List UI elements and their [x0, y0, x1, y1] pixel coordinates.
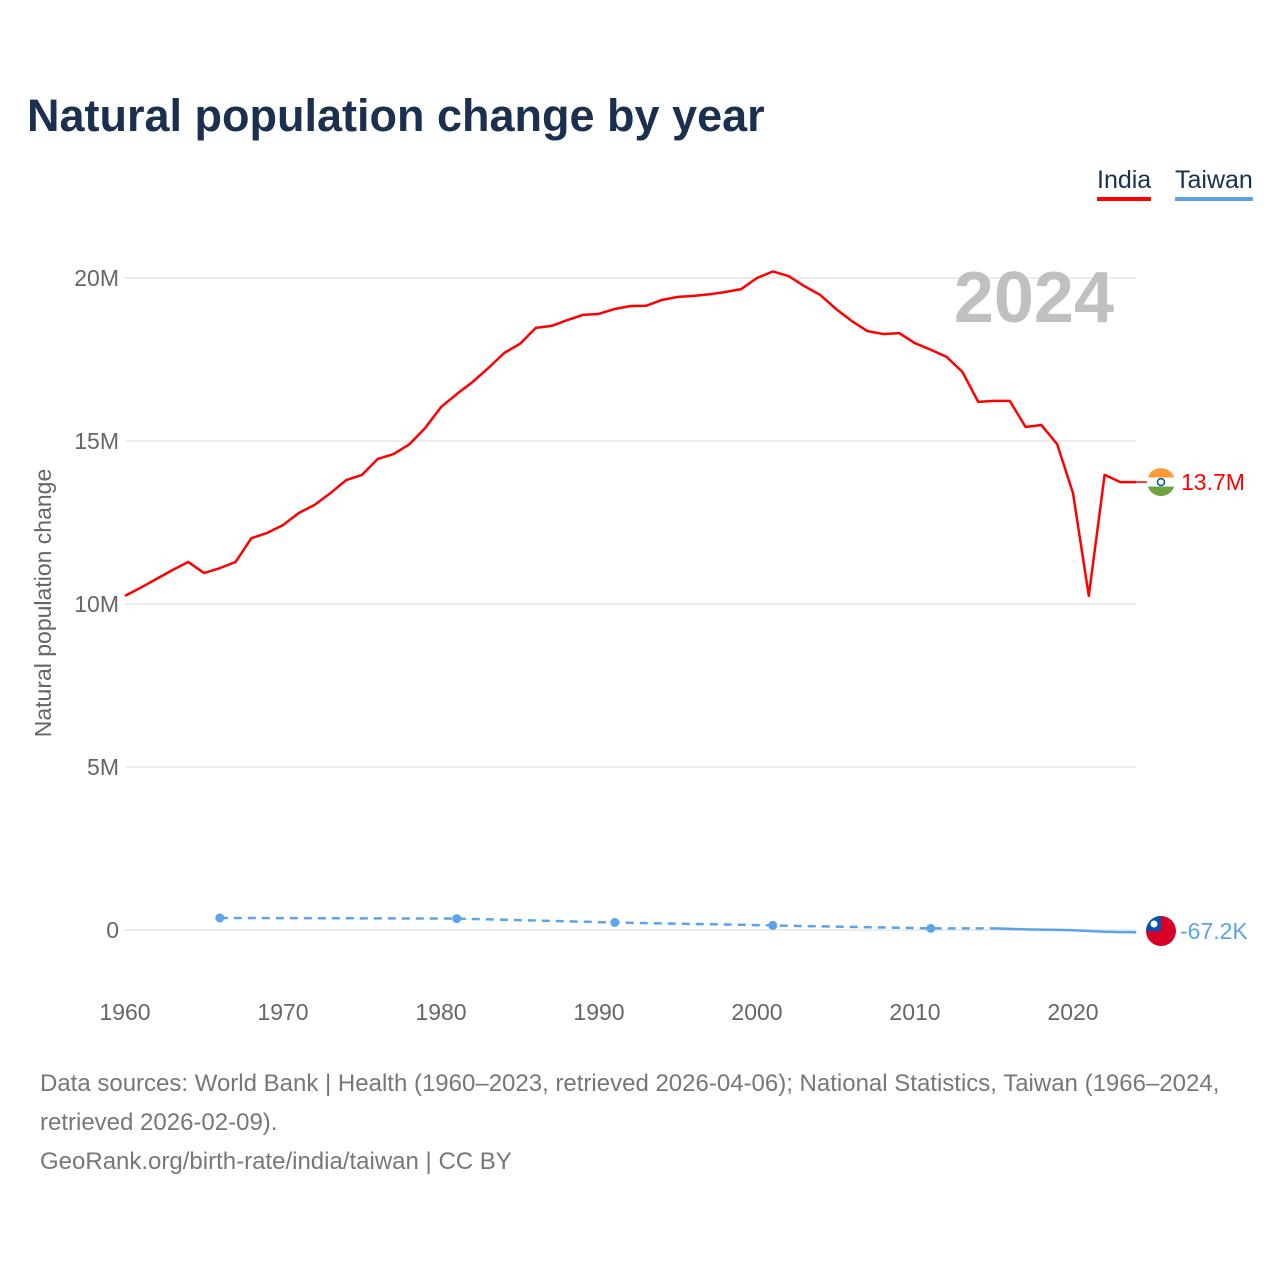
- x-tick-label: 2010: [889, 999, 940, 1025]
- x-tick-label: 2000: [731, 999, 782, 1025]
- chart-title: Natural population change by year: [27, 90, 765, 141]
- taiwan-dashed-line: [219, 916, 994, 930]
- line-chart: 0 5M 10M 15M 20M 1960 1970 1980 1990 2000 2010 2020…: [30, 258, 1248, 1025]
- data-sources: Data sources: World Bank | Health (1960–…: [40, 1070, 1220, 1136]
- y-tick-label: 10M: [74, 591, 119, 617]
- y-tick-label: 0: [106, 917, 119, 943]
- india-end-label: 13.7M: [1181, 469, 1245, 495]
- taiwan-line: [993, 927, 1137, 934]
- x-tick-label: 2020: [1047, 999, 1098, 1025]
- x-tick-label: 1960: [99, 999, 150, 1025]
- legend-taiwan[interactable]: Taiwan: [1175, 166, 1253, 201]
- india-line: [124, 270, 1137, 598]
- x-tick-label: 1980: [415, 999, 466, 1025]
- taiwan-point: [926, 923, 936, 933]
- y-tick-label: 5M: [87, 754, 119, 780]
- legend-india[interactable]: India: [1097, 166, 1152, 201]
- taiwan-end-label: -67.2K: [1180, 918, 1248, 944]
- source-link[interactable]: GeoRank.org/birth-rate/india/taiwan | CC…: [40, 1148, 512, 1175]
- x-tick-label: 1990: [573, 999, 624, 1025]
- india-flag-icon: [1147, 468, 1175, 478]
- taiwan-flag-icon: [1150, 920, 1158, 928]
- india-flag-icon: [1156, 477, 1166, 487]
- y-tick-label: 20M: [74, 265, 119, 291]
- taiwan-point: [610, 918, 620, 928]
- x-tick-label: 1970: [257, 999, 308, 1025]
- taiwan-point: [215, 913, 225, 923]
- india-flag-icon: [1147, 486, 1175, 497]
- year-watermark: 2024: [954, 258, 1114, 338]
- india-flag-icon: [1147, 477, 1175, 487]
- taiwan-point: [768, 920, 778, 930]
- y-tick-label: 15M: [74, 428, 119, 454]
- taiwan-point: [452, 914, 462, 924]
- y-axis-label: Natural population change: [30, 469, 56, 738]
